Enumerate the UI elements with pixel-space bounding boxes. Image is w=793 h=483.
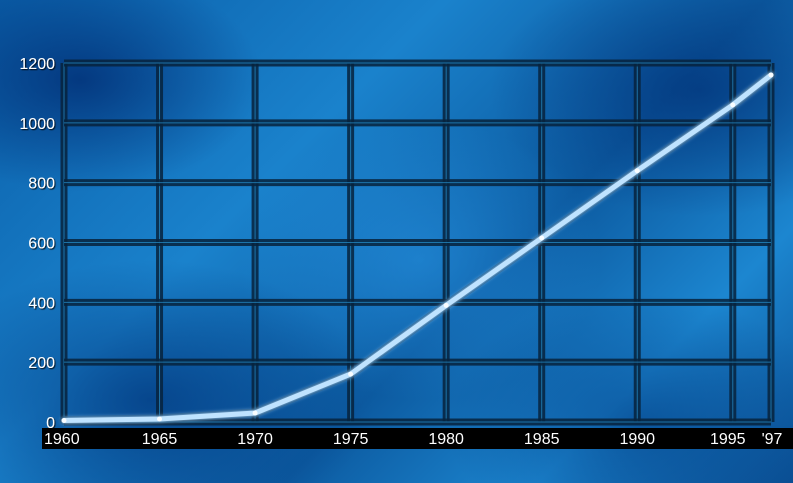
x-tick-label: 1980	[428, 431, 464, 448]
x-tick-label: 1970	[237, 431, 273, 448]
data-point-0-8	[768, 72, 774, 78]
y-tick-label: 600	[28, 236, 55, 253]
data-point-0-6	[634, 168, 640, 174]
y-tick-label: 1200	[19, 56, 55, 73]
series-line-0	[61, 72, 774, 423]
x-tick-label: 1975	[333, 431, 369, 448]
series-line-group	[59, 70, 776, 425]
grid	[60, 59, 775, 426]
y-tick-label: 1000	[19, 116, 55, 133]
data-point-0-2	[252, 410, 258, 416]
data-point-0-7	[730, 102, 736, 108]
x-axis-tick-labels: 1960 1965 1970 1975 1980 1985 1990 1995 '97	[44, 431, 783, 448]
data-point-0-1	[157, 416, 163, 422]
data-point-0-3	[348, 371, 354, 377]
y-axis-tick-labels: 0 200 400 600 800 1000 1200	[19, 56, 55, 432]
x-axis-bar	[42, 428, 793, 449]
x-tick-label: 1990	[619, 431, 655, 448]
data-point-0-0	[61, 418, 67, 424]
series-line-shadow-0	[59, 70, 776, 425]
data-point-0-4	[443, 302, 449, 308]
x-tick-label: 1985	[524, 431, 560, 448]
x-tick-label: 1995	[710, 431, 746, 448]
y-tick-label: 400	[28, 295, 55, 312]
x-tick-label: 1960	[44, 431, 80, 448]
y-tick-label: 800	[28, 176, 55, 193]
x-tick-label: '97	[762, 431, 783, 448]
y-tick-label: 0	[46, 415, 55, 432]
data-point-0-5	[539, 235, 545, 241]
x-tick-label: 1965	[142, 431, 178, 448]
y-tick-label: 200	[28, 355, 55, 372]
